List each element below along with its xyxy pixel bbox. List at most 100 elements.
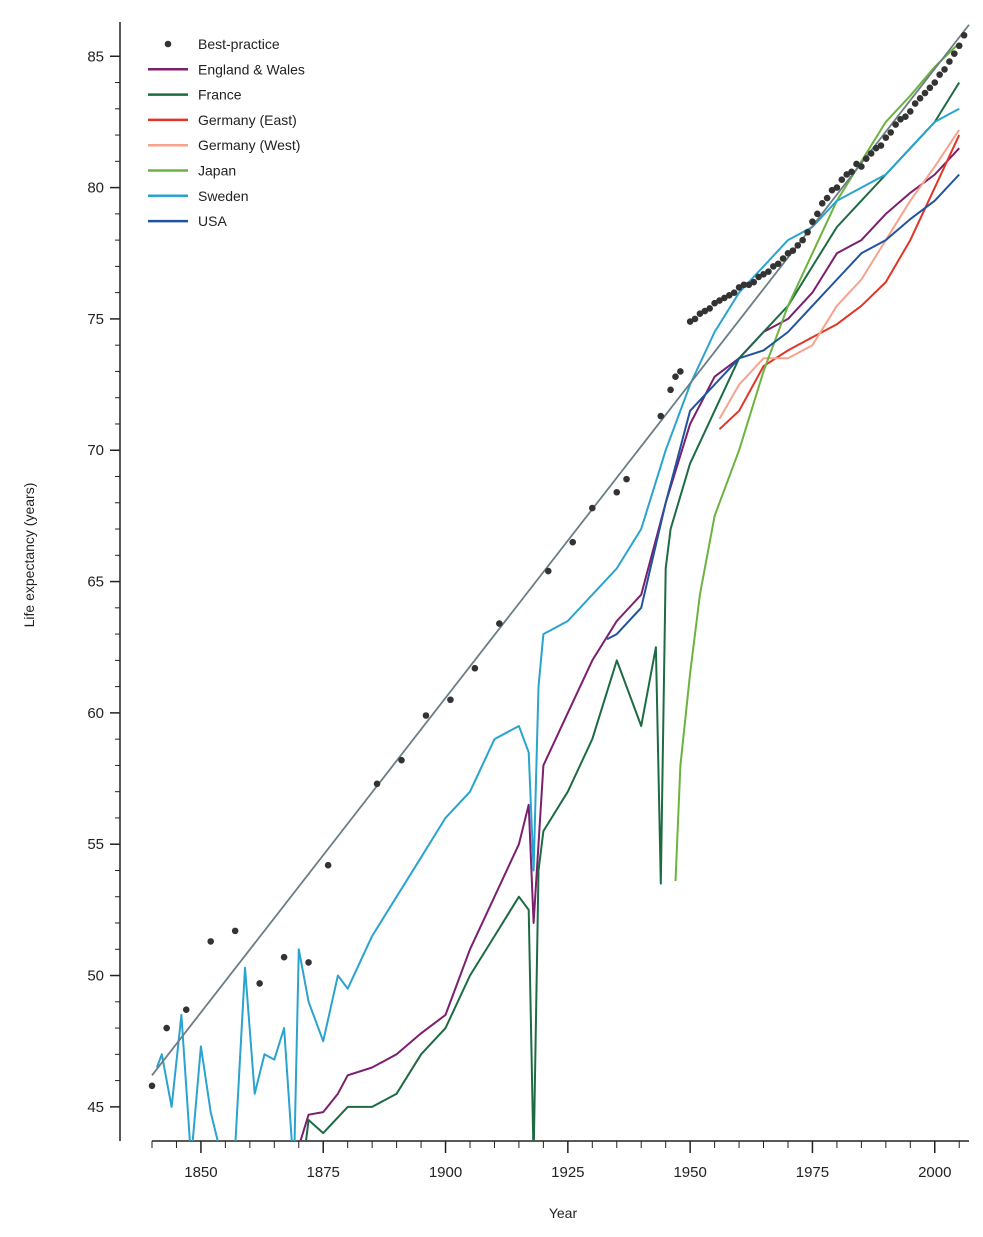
best-practice-point — [823, 194, 831, 202]
best-practice-point — [398, 756, 405, 764]
best-practice-point — [779, 255, 787, 262]
y-tick-label: 75 — [87, 311, 104, 328]
x-tick-label: 2000 — [918, 1164, 951, 1181]
series-line-england-wales — [299, 147, 960, 1141]
best-practice-point — [936, 71, 943, 78]
legend-marker-best-practice — [164, 40, 172, 48]
best-practice-point — [862, 155, 870, 162]
best-practice-point — [755, 273, 762, 281]
best-practice-point — [931, 79, 939, 86]
best-practice-point — [872, 144, 880, 152]
best-practice-point — [148, 1082, 156, 1090]
series-line-sweden — [155, 107, 960, 1141]
best-practice-point — [721, 294, 728, 302]
y-tick-label: 55 — [87, 836, 104, 853]
best-practice-point — [735, 284, 743, 291]
best-practice-point — [858, 163, 865, 170]
series-line-germany-east- — [718, 134, 961, 430]
best-practice-point — [750, 278, 758, 286]
best-practice-point — [814, 210, 821, 218]
best-practice-point — [256, 980, 263, 987]
best-practice-point — [745, 281, 753, 289]
best-practice-point — [877, 142, 885, 149]
best-practice-point — [696, 310, 704, 317]
best-practice-point — [774, 260, 782, 268]
best-practice-point — [686, 318, 694, 325]
best-practice-point — [828, 186, 836, 194]
legend-label: Germany (West) — [198, 137, 300, 153]
series-line-japan — [674, 42, 960, 882]
best-practice-point — [760, 270, 767, 278]
best-practice-point — [569, 538, 577, 546]
best-practice-point — [911, 100, 919, 107]
best-practice-point — [960, 31, 968, 39]
best-practice-point — [373, 780, 381, 788]
y-tick-label: 45 — [87, 1099, 104, 1116]
best-practice-point — [867, 150, 875, 157]
best-practice-trend-line — [151, 24, 970, 1076]
legend-label: Best-practice — [198, 36, 280, 52]
legend-label: USA — [198, 213, 227, 229]
best-practice-point — [691, 315, 699, 323]
best-practice-point — [838, 176, 846, 184]
best-practice-point — [853, 160, 860, 168]
best-practice-point — [833, 184, 841, 191]
best-practice-point — [740, 281, 748, 289]
best-practice-point — [207, 938, 215, 945]
best-practice-point — [496, 620, 503, 627]
best-practice-point — [163, 1024, 170, 1032]
best-practice-point — [789, 247, 797, 254]
best-practice-point — [809, 218, 816, 226]
legend-label: Germany (East) — [198, 112, 297, 128]
y-tick-label: 50 — [87, 968, 104, 985]
best-practice-point — [843, 171, 850, 178]
best-practice-point — [711, 299, 718, 307]
best-practice-point — [906, 108, 914, 115]
best-practice-point — [818, 200, 826, 207]
best-practice-point — [730, 289, 738, 296]
series-line-germany-west- — [718, 129, 961, 420]
best-practice-point — [447, 696, 454, 704]
legend-label: Sweden — [198, 188, 249, 204]
best-practice-point — [902, 113, 909, 120]
best-practice-point — [770, 263, 777, 270]
x-tick-label: 1950 — [673, 1164, 706, 1181]
x-tick-label: 1975 — [796, 1164, 829, 1181]
best-practice-point — [305, 959, 312, 966]
y-tick-label: 80 — [87, 180, 104, 197]
best-practice-point — [804, 228, 811, 236]
best-practice-point — [946, 58, 953, 65]
best-practice-point — [677, 368, 684, 375]
best-practice-point — [799, 236, 806, 244]
best-practice-point — [324, 861, 332, 869]
best-practice-point — [231, 927, 239, 935]
x-axis-title: Year — [549, 1205, 578, 1221]
y-tick-label: 70 — [87, 442, 104, 459]
plot-area — [148, 24, 970, 1141]
best-practice-point — [955, 42, 963, 50]
y-tick-label: 65 — [87, 574, 104, 591]
best-practice-point — [951, 50, 958, 57]
best-practice-point — [794, 242, 802, 249]
best-practice-point — [544, 567, 552, 575]
best-practice-point — [926, 84, 934, 92]
best-practice-point — [182, 1006, 190, 1013]
y-axis-title: Life expectancy (years) — [21, 483, 37, 628]
legend: Best-practice England & Wales France German… — [148, 36, 305, 229]
x-tick-label: 1850 — [184, 1164, 217, 1181]
axes: 45 50 55 60 65 70 75 80 85 1850 1875 1900 1925 1950 19… — [87, 22, 969, 1181]
best-practice-point — [725, 291, 733, 299]
best-practice-point — [941, 66, 948, 73]
best-practice-point — [897, 116, 904, 123]
y-tick-label: 85 — [87, 48, 104, 65]
best-practice-point — [280, 953, 288, 961]
best-practice-point — [848, 168, 855, 176]
legend-label: Japan — [198, 163, 236, 179]
best-practice-point — [672, 373, 679, 380]
best-practice-point — [716, 297, 723, 304]
best-practice-point — [588, 504, 596, 512]
best-practice-point — [623, 475, 630, 483]
best-practice-point — [784, 249, 792, 257]
best-practice-point — [916, 94, 924, 102]
